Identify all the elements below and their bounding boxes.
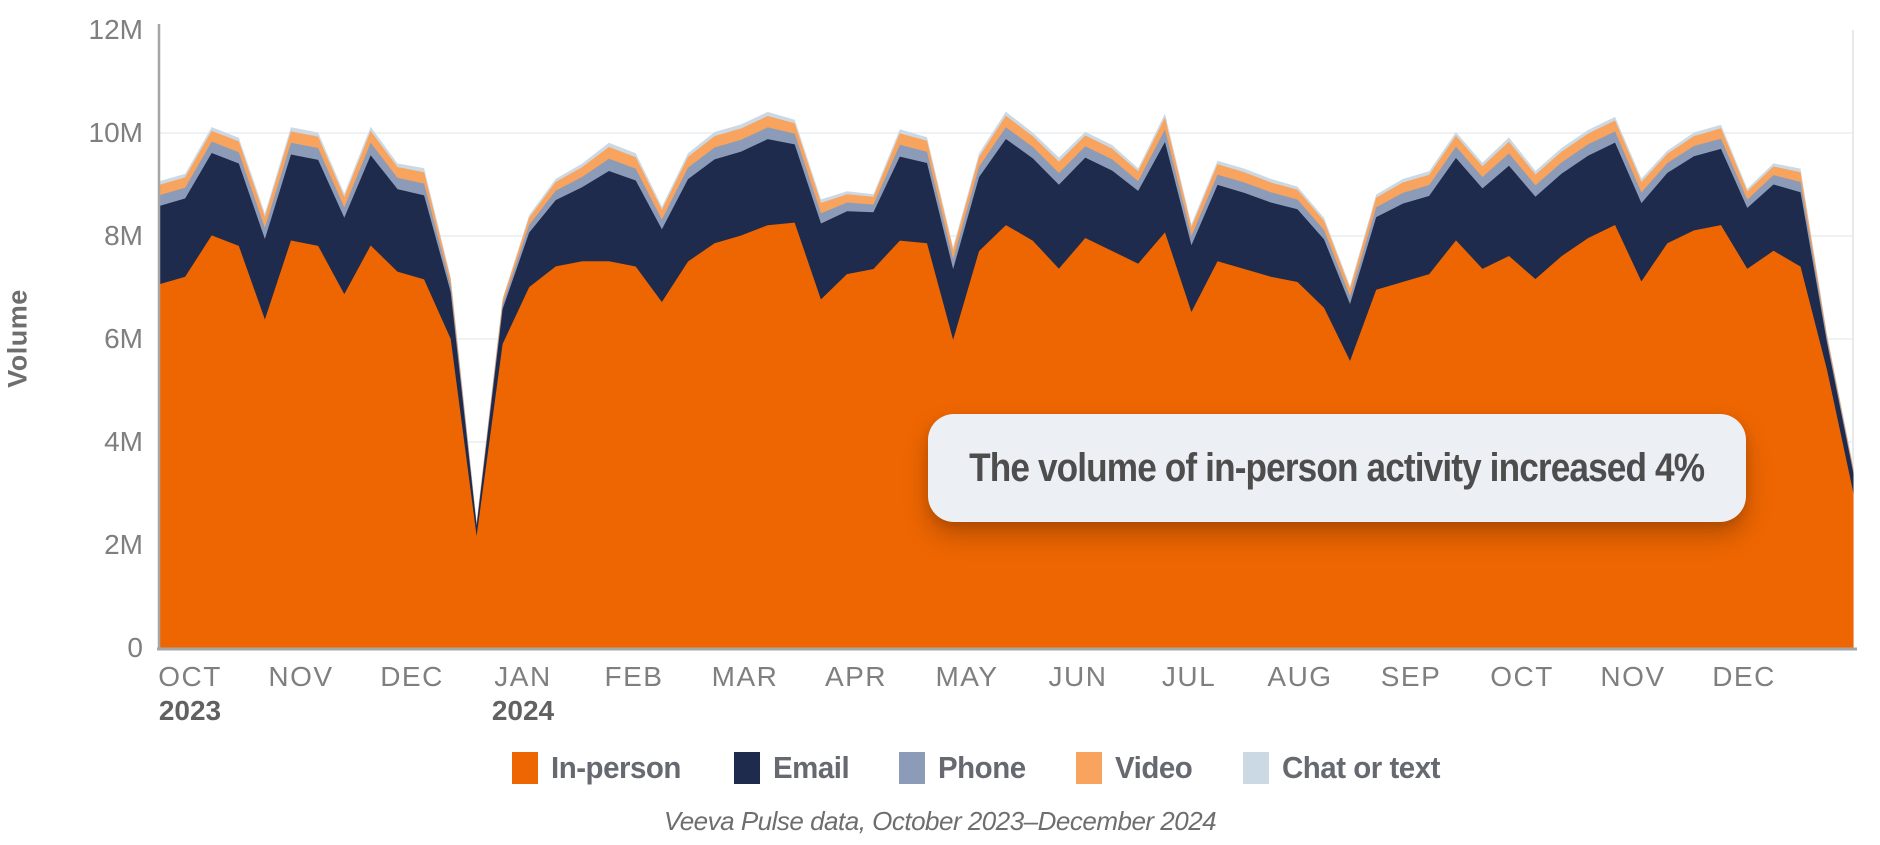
legend-item-email: Email — [733, 750, 853, 786]
x-tick-label-may-7: MAY — [935, 661, 998, 692]
legend-label: Chat or text — [1281, 750, 1440, 785]
y-tick-label-0: 0 — [127, 632, 143, 663]
y-tick-label-8M: 8M — [104, 220, 143, 251]
legend-swatch-icon — [1076, 752, 1103, 784]
x-tick-label-mar-5: MAR — [712, 661, 779, 692]
x-tick-label-jul-9: JUL — [1162, 661, 1216, 692]
x-year-label-2023: 2023 — [159, 695, 221, 726]
annotation-callout: The volume of in-person activity increas… — [928, 414, 1746, 522]
annotation-text: The volume of in-person activity increas… — [969, 445, 1705, 490]
x-tick-label-dec-14: DEC — [1712, 661, 1776, 692]
x-tick-label-dec-2: DEC — [380, 661, 444, 692]
x-tick-label-nov-1: NOV — [268, 661, 333, 692]
y-tick-label-4M: 4M — [104, 426, 143, 457]
legend-label: In-person — [551, 750, 682, 785]
legend-swatch-icon — [733, 752, 760, 784]
legend-label: Video — [1115, 750, 1193, 785]
legend-label: Phone — [938, 750, 1026, 785]
x-tick-label-nov-13: NOV — [1600, 661, 1665, 692]
y-tick-label-2M: 2M — [104, 529, 143, 560]
caption: Veeva Pulse data, October 2023–December … — [663, 806, 1217, 836]
x-tick-label-apr-6: APR — [825, 661, 887, 692]
x-tick-label-oct-0: OCT — [158, 661, 222, 692]
x-tick-label-jun-8: JUN — [1049, 661, 1108, 692]
y-tick-label-6M: 6M — [104, 323, 143, 354]
x-tick-label-aug-10: AUG — [1267, 661, 1332, 692]
legend-item-in-person: In-person — [512, 750, 688, 786]
x-tick-label-sep-11: SEP — [1381, 661, 1442, 692]
legend-label: Email — [772, 750, 850, 785]
legend-swatch-icon — [512, 752, 539, 784]
legend-swatch-icon — [1242, 752, 1269, 784]
x-tick-label-feb-4: FEB — [605, 661, 664, 692]
legend-item-phone: Phone — [899, 750, 1030, 786]
legend-item-video: Video — [1076, 750, 1196, 786]
x-tick-label-oct-12: OCT — [1490, 661, 1554, 692]
legend: In-person Email Phone Video Chat or text — [0, 746, 1880, 790]
y-tick-label-10M: 10M — [89, 117, 143, 148]
x-year-label-2024: 2024 — [492, 695, 555, 726]
y-tick-label-12M: 12M — [89, 14, 143, 45]
x-tick-label-jan-3: JAN — [494, 661, 551, 692]
legend-swatch-icon — [899, 752, 926, 784]
legend-item-chat-or-text: Chat or text — [1242, 750, 1448, 786]
